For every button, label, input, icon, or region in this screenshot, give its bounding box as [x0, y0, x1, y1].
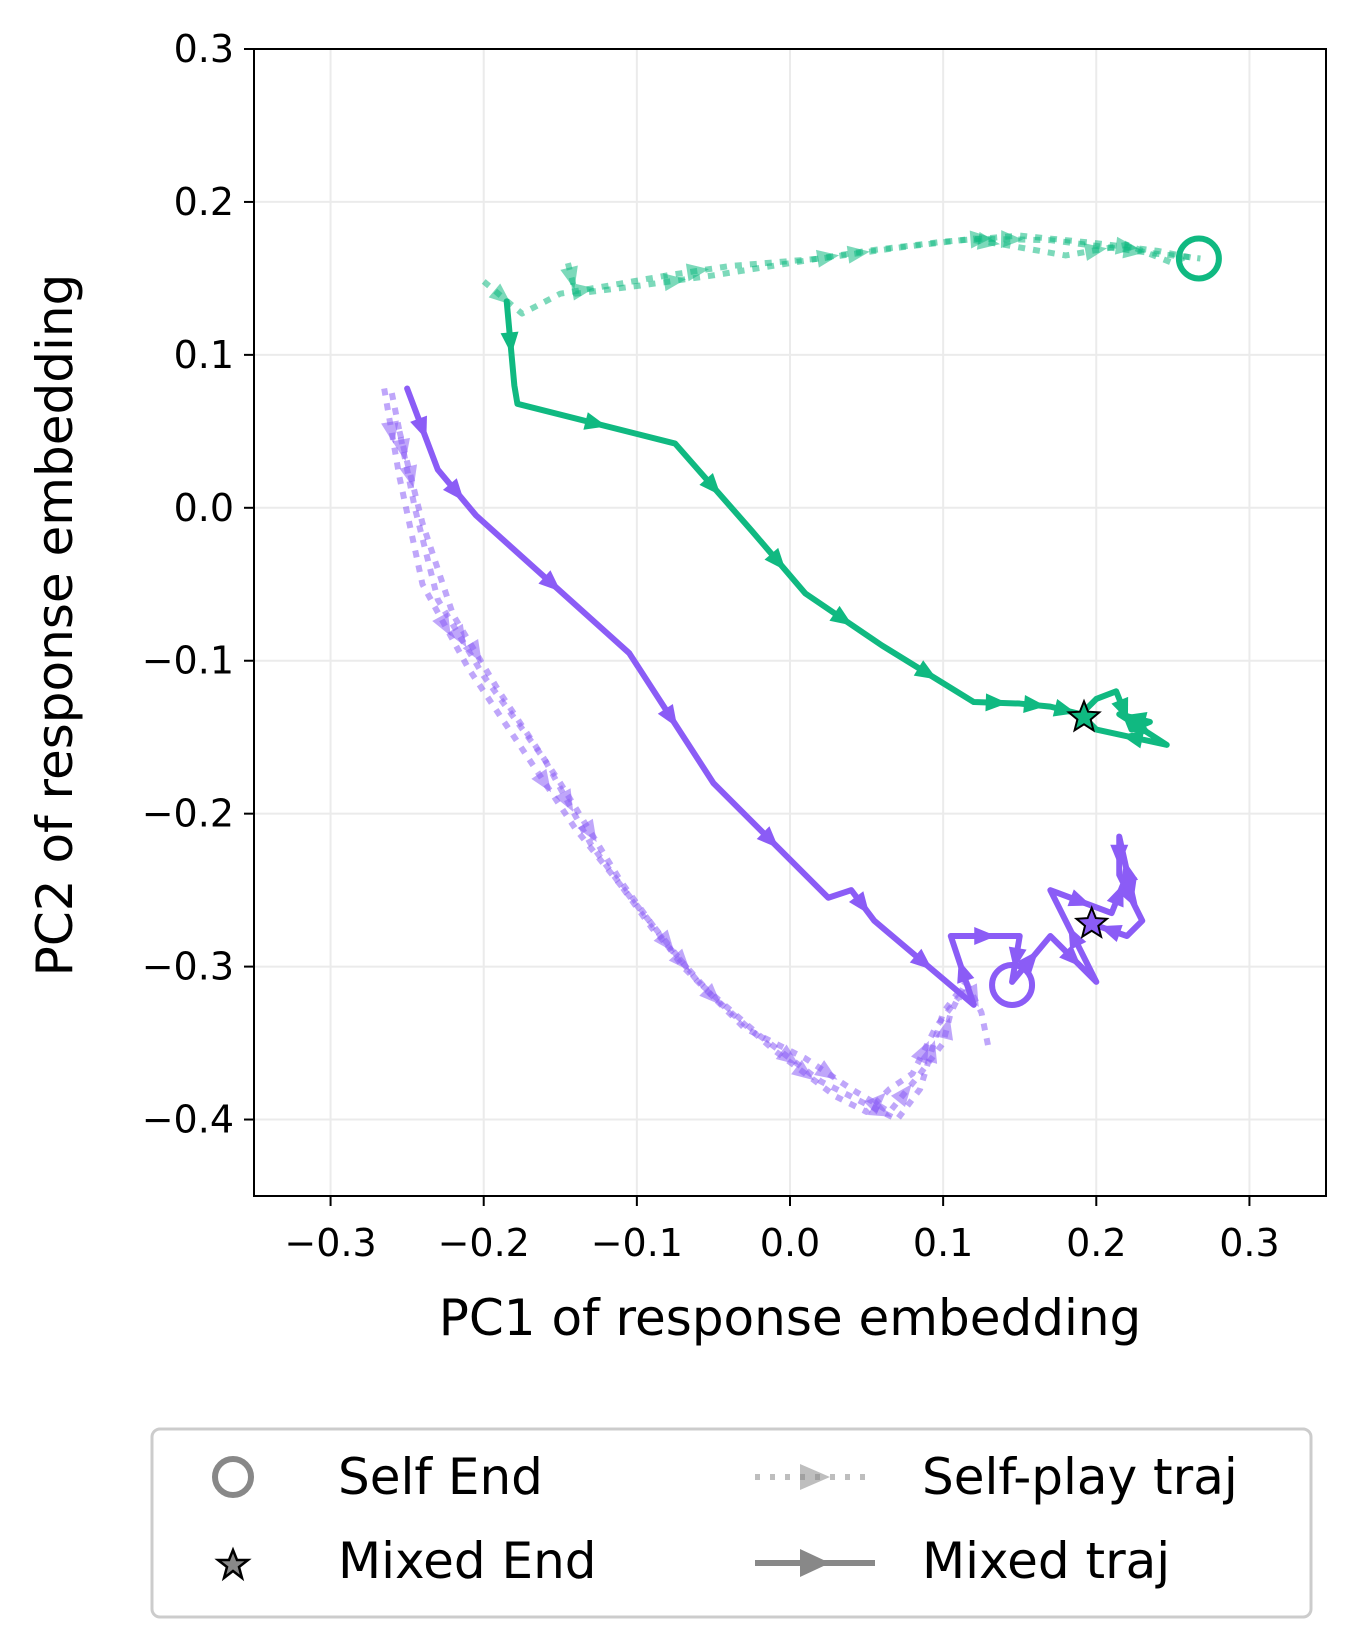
y-ticks: 0.3 0.2 0.1 0.0 −0.1 −0.2 −0.3 −0.4 [142, 27, 254, 1142]
mixed-end-marker [1066, 698, 1102, 733]
mixed-arrowhead [1067, 889, 1092, 907]
selfplay-arrowhead [699, 983, 722, 1005]
legend-circle-icon [212, 1456, 254, 1498]
mixed-arrowhead [583, 412, 607, 430]
mixed-arrowhead [657, 703, 678, 728]
mixed-arrowhead [1023, 695, 1046, 713]
mixed-arrowhead [1128, 716, 1153, 736]
legend-star-icon [214, 1546, 252, 1582]
mixed-arrowhead [1117, 883, 1136, 908]
selfplay-arrowhead [863, 1092, 886, 1115]
selfplay-arrowhead [399, 464, 418, 488]
selfplay-arrowhead [577, 818, 597, 843]
selfplay-arrowhead [814, 1060, 838, 1080]
mixed-arrowhead [699, 472, 721, 496]
mixed-arrowhead [974, 927, 997, 946]
legend-selfplay-entry: Self-play traj [755, 1448, 1238, 1506]
y-tick-label: 0.2 [174, 180, 234, 224]
selfplay-arrowhead [816, 249, 840, 268]
mixed-arrowhead [1120, 730, 1145, 749]
mixed-arrowhead [1098, 925, 1123, 943]
mixed-trajectory-line [404, 385, 1146, 1008]
mixed-end-marker [1073, 905, 1110, 939]
selfplay-trajectory-line [396, 430, 993, 1115]
mixed-arrowhead [764, 547, 786, 571]
legend-self-end-label: Self End [338, 1448, 543, 1506]
selfplay-trajectory-line [381, 388, 969, 1123]
selfplay-trajectory-line [388, 392, 974, 1115]
self-end-marker [1175, 235, 1222, 282]
y-tick-label: −0.1 [142, 639, 234, 683]
selfplay-arrowhead [791, 1059, 815, 1081]
x-tick-label: −0.2 [438, 1221, 530, 1265]
selfplay-arrowhead [775, 1044, 799, 1065]
x-tick-label: −0.3 [284, 1221, 376, 1265]
mixed-arrowhead [1120, 860, 1139, 884]
selfplay-arrowhead [935, 1017, 954, 1041]
selfplay-arrowhead [560, 265, 578, 290]
mixed-arrowhead [1106, 883, 1124, 908]
end-markers [989, 235, 1222, 1008]
mixed-arrowhead [1110, 844, 1129, 867]
selfplay-arrowhead [381, 420, 399, 444]
mixed-arrowhead [829, 605, 853, 626]
selfplay-arrowhead [890, 1084, 912, 1107]
mixed-arrowhead [957, 959, 975, 984]
x-tick-label: 0.0 [760, 1221, 820, 1265]
selfplay-arrowhead [554, 788, 574, 812]
mixed-arrowhead [1068, 926, 1087, 950]
legend-mixed-end-label: Mixed End [338, 1532, 597, 1590]
legend-self-end-entry: Self End [212, 1448, 543, 1506]
mixed-arrowhead [500, 331, 519, 355]
x-axis-label: PC1 of response embedding [439, 1289, 1142, 1347]
grid [254, 48, 1326, 1196]
mixed-arrowhead [538, 570, 561, 592]
mixed-arrowhead [909, 948, 933, 970]
legend-mixed-end-entry: Mixed End [214, 1532, 597, 1590]
mixed-arrowhead [985, 693, 1008, 712]
mixed-trajectory-line [503, 298, 1170, 748]
mixed-trajectories [404, 298, 1170, 1008]
selfplay-trajectory-line [565, 232, 1197, 297]
mixed-arrowhead [913, 660, 938, 680]
y-tick-label: 0.1 [174, 333, 234, 377]
y-axis-label: PC2 of response embedding [26, 274, 84, 977]
x-tick-label: 0.1 [913, 1221, 973, 1265]
legend-selfplay-label: Self-play traj [922, 1448, 1238, 1506]
selfplay-arrowhead [663, 273, 687, 292]
selfplay-trajectories [381, 230, 1201, 1123]
mixed-arrowhead [756, 826, 779, 849]
x-tick-label: −0.1 [591, 1221, 683, 1265]
self-end-marker [989, 961, 1036, 1008]
selfplay-arrowhead [1083, 243, 1108, 261]
legend-mixed-traj-label: Mixed traj [922, 1532, 1170, 1590]
y-tick-label: −0.4 [142, 1098, 234, 1142]
selfplay-arrowhead [976, 231, 1000, 250]
y-tick-label: 0.0 [174, 486, 234, 530]
legend-solid-arrow-icon [800, 1549, 830, 1577]
y-tick-label: −0.3 [142, 945, 234, 989]
legend: Self End Mixed End Self-play traj Mixed … [150, 1427, 1313, 1619]
selfplay-arrowhead [447, 623, 467, 648]
x-tick-label: 0.3 [1219, 1221, 1279, 1265]
mixed-arrowhead [442, 478, 464, 501]
selfplay-arrowhead [531, 768, 552, 793]
y-tick-label: −0.2 [142, 792, 234, 836]
selfplay-arrowhead [462, 639, 482, 663]
legend-mixed-traj-entry: Mixed traj [755, 1532, 1170, 1590]
mixed-arrowhead [1111, 696, 1129, 721]
selfplay-arrowhead [685, 263, 709, 282]
selfplay-arrowhead [488, 283, 512, 305]
x-ticks: −0.3 −0.2 −0.1 0.0 0.1 0.2 0.3 [284, 1196, 1280, 1265]
x-tick-label: 0.2 [1066, 1221, 1126, 1265]
legend-box [150, 1427, 1313, 1619]
mixed-arrowhead [1017, 950, 1039, 974]
mixed-arrowhead [848, 891, 870, 915]
mixed-arrowhead [410, 415, 427, 440]
selfplay-arrowhead [911, 1040, 929, 1065]
legend-dotted-arrow-icon [800, 1464, 830, 1490]
mixed-arrowhead [1059, 944, 1082, 967]
y-tick-label: 0.3 [174, 27, 234, 71]
